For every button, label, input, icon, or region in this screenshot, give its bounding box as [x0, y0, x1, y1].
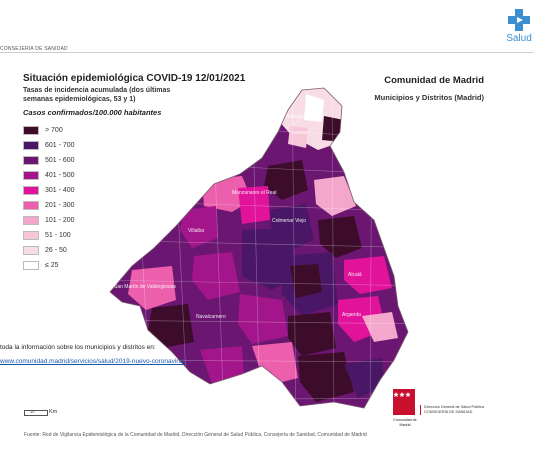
legend-item: 26 - 50 — [23, 246, 133, 256]
north-light-zone — [288, 126, 308, 148]
legend-item: 101 - 200 — [23, 216, 133, 226]
place-label-villalba: Villalba — [188, 228, 204, 234]
southwest-high-zone — [148, 304, 194, 348]
alcobendas-zone — [318, 216, 362, 258]
source-note: Fuente: Red de Vigilancia Epidemiológica… — [24, 432, 367, 438]
legend-swatch — [23, 216, 39, 225]
legend-label: 26 - 50 — [45, 247, 67, 254]
legend-swatch — [23, 141, 39, 150]
stars-icon — [393, 392, 411, 397]
place-label-colmenar: Colmenar Viejo — [272, 218, 306, 224]
northwest-mid-zone — [202, 176, 252, 212]
legend-label: ≤ 25 — [45, 262, 59, 269]
southeast-zone — [344, 358, 384, 398]
legend-label: 401 - 500 — [45, 172, 75, 179]
legend-swatch — [23, 171, 39, 180]
header-divider — [0, 52, 534, 53]
legend-item: 501 - 600 — [23, 156, 133, 166]
manzanares-zone — [238, 186, 270, 224]
region-subtitle: Municipios y Distritos (Madrid) — [374, 93, 484, 102]
north-zero-zone — [304, 94, 324, 122]
flag-caption: Comunidad de Madrid — [393, 418, 417, 427]
legend-swatch — [23, 156, 39, 165]
getafe-zone — [288, 312, 336, 356]
legend-swatch — [23, 186, 39, 195]
info-text: toda la información sobre los municipios… — [0, 344, 156, 351]
brand-logo: Salud — [504, 8, 534, 44]
west-zone — [192, 252, 240, 300]
place-label-manzanares: Manzanares el Real — [232, 190, 276, 196]
legend-swatch — [23, 231, 39, 240]
navalcarnero-zone — [192, 300, 238, 346]
agency-line: Dirección General de Salud Pública — [424, 405, 484, 409]
legend-item: 51 - 100 — [23, 231, 133, 241]
san-martin-zone — [128, 266, 176, 310]
brand-name: Salud — [506, 33, 532, 44]
legend-label: 601 - 700 — [45, 142, 75, 149]
northeast-light-zone — [314, 176, 356, 216]
organization-label: CONSEJERÍA DE SANIDAD — [0, 46, 68, 52]
place-label-arganda: Arganda — [342, 312, 361, 318]
agency-block: Dirección General de Salud Pública CONSE… — [420, 405, 519, 415]
region-name: Comunidad de Madrid — [384, 75, 484, 86]
scale-number: 10 — [30, 409, 35, 414]
villalba-zone — [180, 206, 218, 248]
map-subtitle: Tasas de incidencia acumulada (dos últim… — [23, 87, 171, 103]
legend-label: 51 - 100 — [45, 232, 71, 239]
legend-item: 401 - 500 — [23, 171, 133, 181]
legend-item: 601 - 700 — [23, 141, 133, 151]
legend-item: > 700 — [23, 126, 133, 136]
map-title: Situación epidemiológica COVID-19 12/01/… — [23, 73, 246, 84]
legend-label: 201 - 300 — [45, 202, 75, 209]
place-label-san-martin: San Martín de Valdeiglesias — [114, 284, 176, 290]
place-label-buitrago: Buitrago — [286, 114, 305, 120]
agency-line: CONSEJERÍA DE SANIDAD — [424, 410, 473, 414]
legend-swatch — [23, 261, 39, 270]
municipality-fills — [110, 88, 408, 408]
legend-label: > 700 — [45, 127, 63, 134]
east-light-zone — [362, 312, 398, 342]
legend-swatch — [23, 201, 39, 210]
legend-label: 501 - 600 — [45, 157, 75, 164]
place-label-navalcarnero: Navalcarnero — [196, 314, 226, 320]
choropleth-map: Buitrago Lozoya Manzanares el Real Colme… — [109, 87, 409, 409]
legend-label: 101 - 200 — [45, 217, 75, 224]
legend-label: 301 - 400 — [45, 187, 75, 194]
south-metro-zone — [238, 294, 288, 344]
place-label-alcala: Alcalá — [348, 272, 362, 278]
legend-title: Casos confirmados/100.000 habitantes — [23, 108, 162, 117]
legend-swatch — [23, 126, 39, 135]
legend-item: 301 - 400 — [23, 186, 133, 196]
aranjuez-zone — [298, 352, 354, 402]
madrid-center-zone — [290, 264, 322, 298]
alcala-zone — [344, 256, 392, 294]
legend-item: ≤ 25 — [23, 261, 133, 271]
health-cross-icon — [508, 9, 530, 31]
legend-item: 201 - 300 — [23, 201, 133, 211]
region-outline — [109, 87, 409, 409]
madrid-flag-icon — [393, 389, 415, 415]
place-label-lozoya: Lozoya — [292, 130, 308, 136]
scale-unit: Km — [49, 409, 58, 415]
info-link[interactable]: www.comunidad.madrid/servicios/salud/201… — [0, 358, 186, 365]
north-high-zone — [264, 160, 308, 200]
southwest-mid-zone — [200, 346, 244, 384]
scale-bar — [24, 410, 48, 416]
legend-swatch — [23, 246, 39, 255]
